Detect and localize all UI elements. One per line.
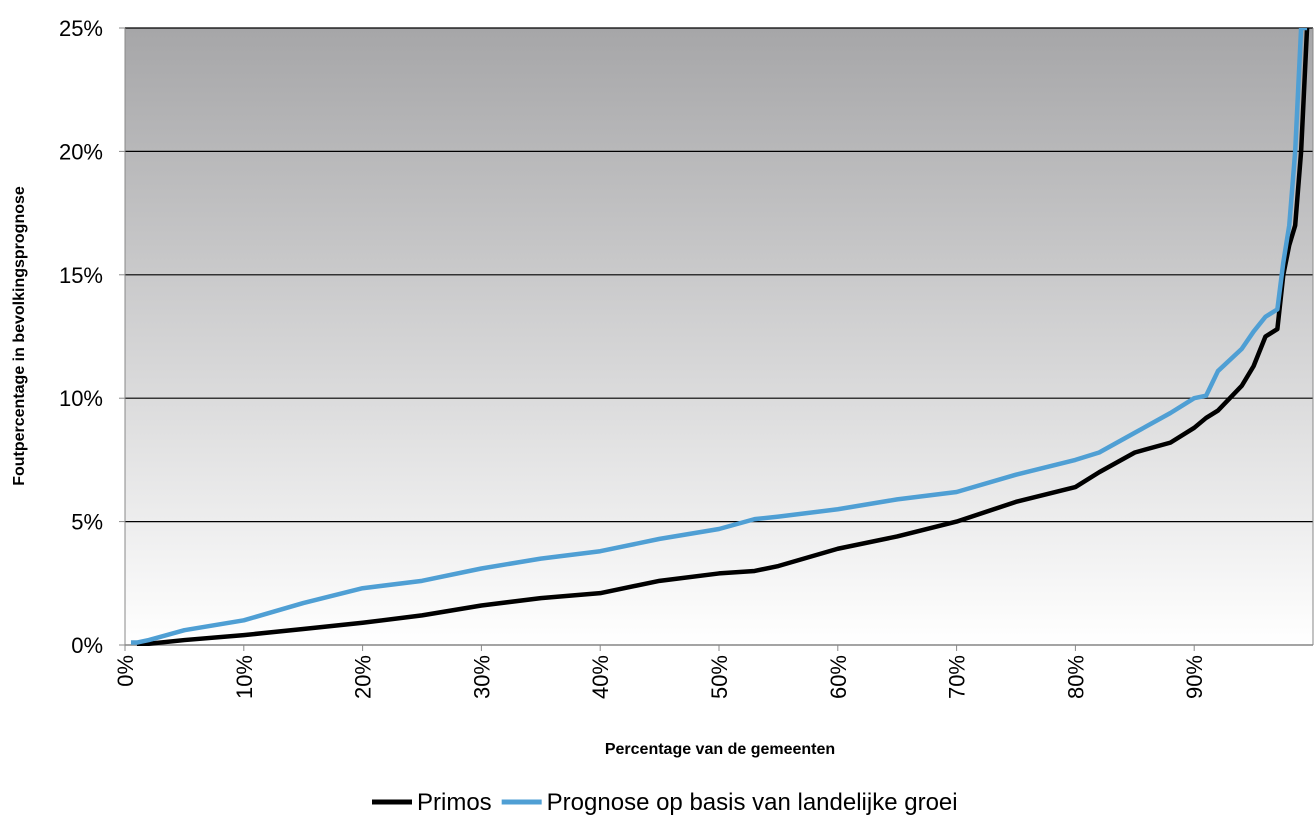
- x-tick-label: 30%: [469, 655, 494, 699]
- y-tick-label: 10%: [59, 386, 103, 411]
- y-tick-label: 25%: [59, 16, 103, 41]
- x-tick-label: 0%: [113, 655, 138, 687]
- legend-label: Prognose op basis van landelijke groei: [547, 789, 958, 816]
- x-tick-label: 60%: [826, 655, 851, 699]
- y-tick-label: 15%: [59, 263, 103, 288]
- x-tick-label: 50%: [707, 655, 732, 699]
- series-line: [130, 28, 1308, 645]
- x-tick-label: 80%: [1063, 655, 1088, 699]
- x-axis-title: Percentage van de gemeenten: [605, 741, 835, 758]
- legend-label: Primos: [417, 789, 492, 816]
- x-tick-label: 90%: [1182, 655, 1207, 699]
- y-tick-label: 0%: [71, 633, 103, 658]
- series-line: [136, 28, 1310, 646]
- x-tick-label: 10%: [232, 655, 257, 699]
- x-tick-label: 70%: [945, 655, 970, 699]
- y-axis-title: Foutpercentage in bevolkingsprognose: [11, 186, 28, 486]
- y-tick-label: 20%: [59, 139, 103, 164]
- x-tick-label: 40%: [588, 655, 613, 699]
- plot-area: [125, 28, 1313, 645]
- y-tick-label: 5%: [71, 510, 103, 535]
- legend: Primos Prognose op basis van landelijke g…: [372, 789, 958, 816]
- x-tick-label: 20%: [351, 655, 376, 699]
